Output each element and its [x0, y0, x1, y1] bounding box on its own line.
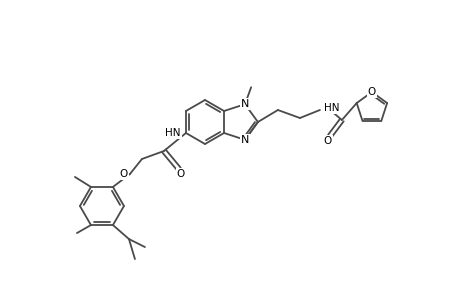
Text: O: O	[176, 169, 185, 179]
Text: O: O	[367, 87, 375, 97]
Text: N: N	[240, 99, 249, 109]
Text: O: O	[119, 169, 128, 179]
Text: HN: HN	[323, 103, 339, 113]
Text: O: O	[323, 136, 331, 146]
Text: N: N	[240, 135, 249, 145]
Text: HN: HN	[165, 128, 180, 138]
